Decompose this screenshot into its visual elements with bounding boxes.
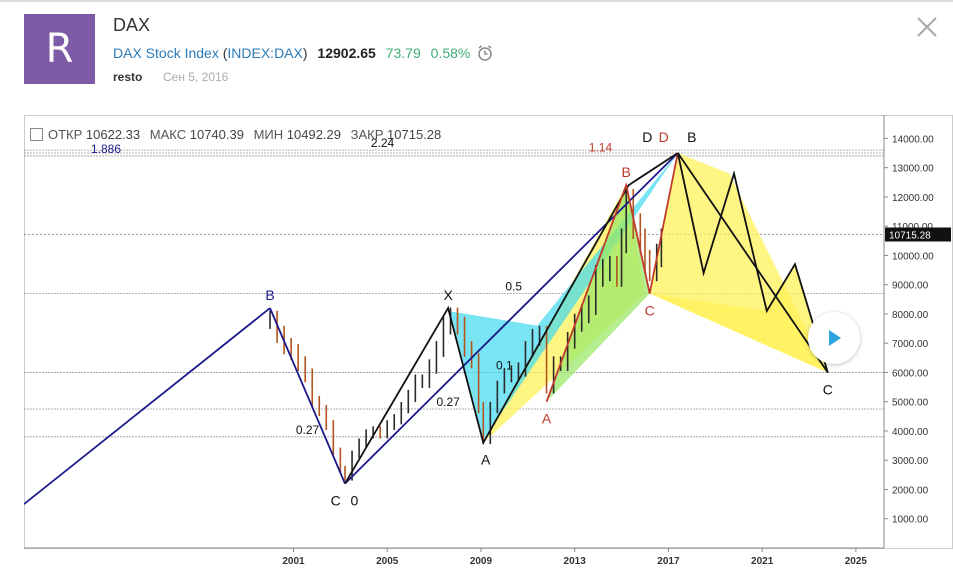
point-label-6: B bbox=[622, 164, 631, 180]
blue-trend-line-1 bbox=[269, 307, 346, 484]
y-tick-label-7: 8000.00 bbox=[892, 310, 929, 321]
point-label-2: 0 bbox=[351, 493, 359, 509]
x-tick-label-6: 2025 bbox=[845, 556, 868, 567]
high-label: МАКС bbox=[149, 127, 187, 142]
low-value: 10492.29 bbox=[286, 127, 342, 142]
symbol-link[interactable]: DAX Stock Index bbox=[113, 45, 219, 61]
ohlc-legend: ОТКР 10622.33 МАКС 10740.39 МИН 10492.29… bbox=[48, 127, 447, 142]
y-tick-label-1: 2000.00 bbox=[892, 485, 929, 496]
publish-date: Сен 5, 2016 bbox=[163, 70, 229, 84]
point-label-3: X bbox=[443, 287, 453, 303]
high-value: 10740.39 bbox=[189, 127, 244, 142]
top-border bbox=[0, 0, 953, 2]
y-tick-label-0: 1000.00 bbox=[892, 515, 929, 526]
last-price-tag-label: 10715.28 bbox=[889, 231, 931, 242]
black-projection-line-2 bbox=[677, 152, 829, 374]
close-icon[interactable] bbox=[916, 16, 938, 38]
y-tick-label-6: 7000.00 bbox=[892, 339, 929, 350]
play-button[interactable] bbox=[808, 312, 860, 364]
red-pattern-line bbox=[545, 152, 679, 403]
ratio-label-3: 0.5 bbox=[505, 279, 522, 293]
y-tick-label-13: 14000.00 bbox=[892, 134, 934, 145]
avatar[interactable]: R bbox=[24, 14, 95, 84]
green-pattern bbox=[546, 185, 650, 402]
cyan-pattern-0 bbox=[448, 311, 538, 440]
x-tick-label-0: 2001 bbox=[282, 556, 305, 567]
play-icon bbox=[829, 330, 841, 346]
alarm-clock-icon[interactable] bbox=[476, 44, 494, 62]
blue-trend-line-2 bbox=[344, 152, 679, 485]
low-label: МИН bbox=[253, 127, 284, 142]
point-label-8: D bbox=[642, 129, 652, 145]
point-label-5: A bbox=[542, 411, 552, 427]
close-value: 10715.28 bbox=[387, 127, 442, 142]
y-tick-label-11: 12000.00 bbox=[892, 193, 934, 204]
ratio-label-5: 0.27 bbox=[296, 423, 320, 437]
avatar-letter: R bbox=[45, 26, 74, 72]
author-name[interactable]: resto bbox=[113, 70, 143, 84]
price-change-percent: 0.58% bbox=[430, 45, 471, 61]
plus-icon[interactable] bbox=[30, 128, 43, 141]
ratio-label-6: 0.27 bbox=[436, 395, 460, 409]
y-tick-label-12: 13000.00 bbox=[892, 164, 934, 175]
last-price-tag bbox=[885, 227, 951, 242]
point-label-10: B bbox=[687, 129, 696, 145]
yellow-pattern-2 bbox=[649, 264, 828, 373]
y-tick-label-4: 5000.00 bbox=[892, 398, 929, 409]
x-tick-label-1: 2005 bbox=[376, 556, 399, 567]
page-title: DAX bbox=[113, 15, 151, 35]
y-tick-label-5: 6000.00 bbox=[892, 368, 929, 379]
black-projection-line bbox=[676, 152, 829, 373]
symbol-line: DAX Stock Index (INDEX:DAX) 12902.65 73.… bbox=[113, 45, 470, 61]
close-label: ЗАКР bbox=[350, 127, 384, 142]
point-label-0: B bbox=[265, 287, 274, 303]
y-tick-label-8: 9000.00 bbox=[892, 281, 929, 292]
x-tick-label-3: 2013 bbox=[564, 556, 587, 567]
x-tick-label-5: 2021 bbox=[751, 556, 774, 567]
point-label-11: C bbox=[823, 381, 833, 397]
last-price: 12902.65 bbox=[317, 45, 376, 61]
y-tick-label-9: 10000.00 bbox=[892, 251, 934, 262]
ratio-label-0: 1.886 bbox=[91, 142, 121, 156]
x-tick-label-4: 2017 bbox=[657, 556, 680, 567]
blue-trend-line-0 bbox=[24, 307, 271, 505]
open-label: ОТКР bbox=[48, 127, 83, 142]
symbol-code-link[interactable]: INDEX:DAX bbox=[227, 45, 303, 61]
point-label-7: C bbox=[645, 302, 655, 318]
x-tick-label-2: 2009 bbox=[470, 556, 493, 567]
ratio-label-4: 0.1 bbox=[496, 358, 513, 372]
y-tick-label-3: 4000.00 bbox=[892, 427, 929, 438]
open-value: 10622.33 bbox=[85, 127, 141, 142]
price-change: 73.79 bbox=[385, 45, 421, 61]
point-label-1: C bbox=[331, 493, 341, 509]
point-label-9: D bbox=[659, 129, 669, 145]
symbol-open-paren: ( bbox=[218, 45, 228, 61]
ratio-label-2: 1.14 bbox=[589, 140, 613, 154]
black-pattern-line bbox=[344, 152, 679, 485]
symbol-close-paren: ) bbox=[302, 45, 308, 61]
ratio-label-1: 2.24 bbox=[371, 136, 395, 150]
y-tick-label-2: 3000.00 bbox=[892, 456, 929, 467]
point-label-4: A bbox=[481, 452, 491, 468]
